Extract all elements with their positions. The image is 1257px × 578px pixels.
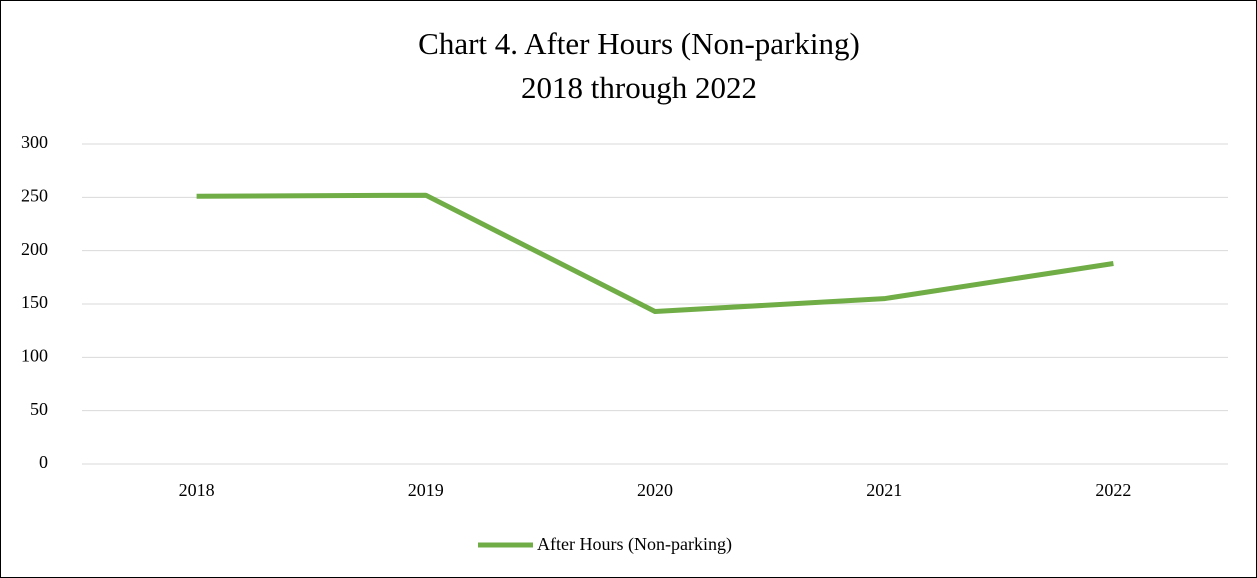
y-tick-label: 0 — [39, 452, 48, 472]
x-tick-label: 2020 — [637, 480, 673, 500]
x-tick-label: 2021 — [866, 480, 902, 500]
y-tick-label: 300 — [21, 132, 48, 152]
y-tick-label: 50 — [30, 399, 48, 419]
y-tick-label: 100 — [21, 345, 48, 365]
y-tick-label: 200 — [21, 239, 48, 259]
chart-title: Chart 4. After Hours (Non-parking) — [418, 26, 860, 61]
x-tick-label: 2022 — [1095, 480, 1131, 500]
series-line — [196, 192, 1114, 314]
x-tick-label: 2018 — [179, 480, 215, 500]
y-tick-label: 150 — [21, 292, 48, 312]
legend-label: After Hours (Non-parking) — [537, 534, 732, 555]
chart-subtitle: 2018 through 2022 — [521, 70, 757, 105]
x-tick-label: 2019 — [408, 480, 444, 500]
y-tick-label: 250 — [21, 185, 48, 205]
